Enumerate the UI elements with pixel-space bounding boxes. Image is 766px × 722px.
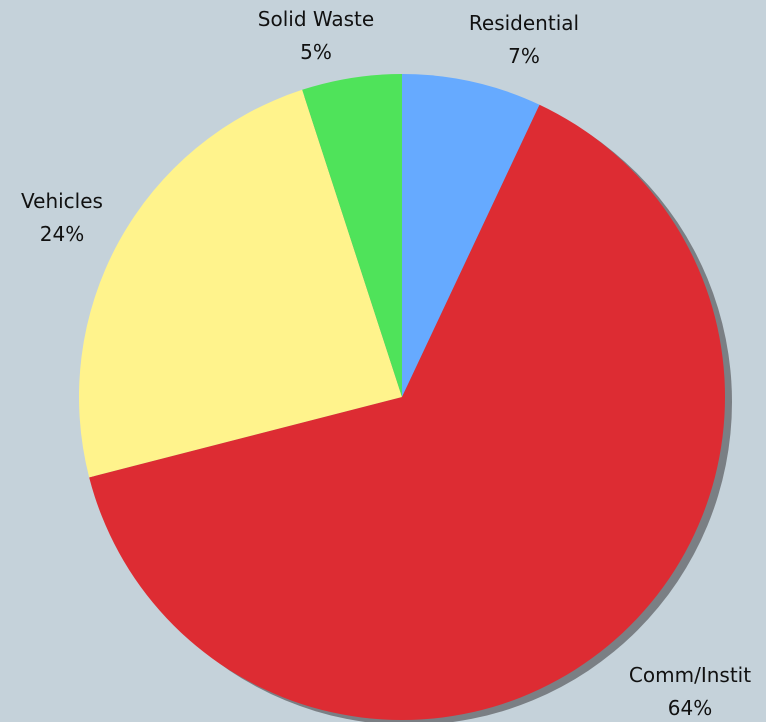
- pie-slice-vehicles: [79, 89, 403, 478]
- pie-slices: [79, 74, 726, 720]
- pie-slice-residential: [402, 74, 540, 397]
- slice-label-comm-instit: Comm/Instit: [629, 663, 751, 687]
- pie-slice-solid-waste: [302, 74, 402, 397]
- slice-value-residential: 7%: [508, 44, 540, 68]
- slice-value-vehicles: 24%: [40, 222, 84, 246]
- pie-slice-comm-instit: [89, 104, 726, 720]
- slice-value-solid-waste: 5%: [300, 40, 332, 64]
- pie-labels: Residential 7% Comm/Instit 64% Vehicles 24% So…: [21, 7, 751, 720]
- slice-label-vehicles: Vehicles: [21, 189, 103, 213]
- slice-value-comm-instit: 64%: [668, 696, 712, 720]
- slice-label-solid-waste: Solid Waste: [258, 7, 374, 31]
- slice-label-residential: Residential: [469, 11, 579, 35]
